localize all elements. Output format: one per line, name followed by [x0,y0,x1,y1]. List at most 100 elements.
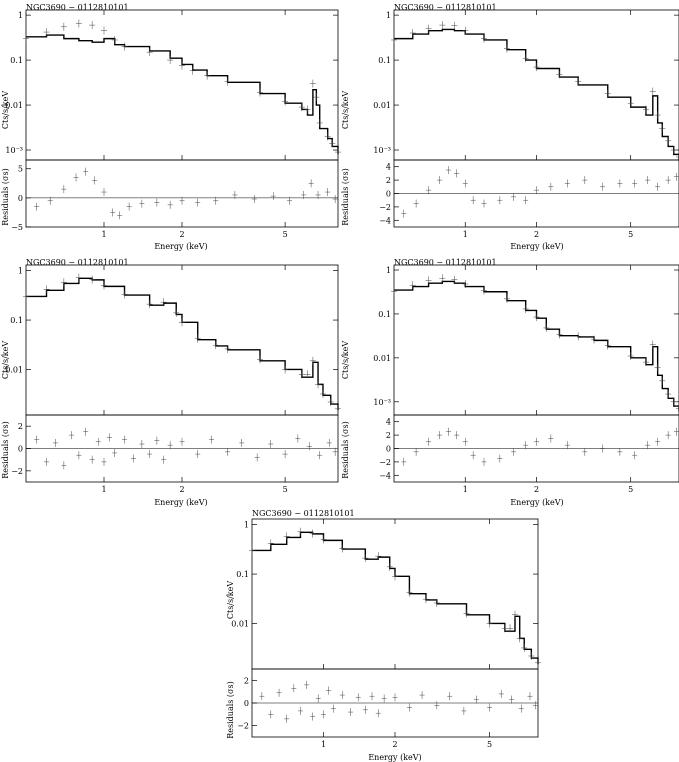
residual-point [523,441,529,450]
data-point [676,152,679,161]
residual-point [326,686,332,695]
panel-4-title: NGC3690 − 0112810101 [394,258,497,267]
residual-point [161,455,167,464]
data-point [324,132,331,141]
panel-1-residual-plot: 1 2 5 −5 0 5 [11,159,339,239]
residual-point [348,708,354,717]
panel-5-residual-plot: 1 2 5 −2 0 2 [237,668,539,749]
data-point [425,24,432,33]
residual-point [437,176,443,185]
data-point [406,588,413,597]
residual-point [673,427,679,436]
data-point [425,276,432,285]
data-point [463,609,470,618]
panel-5-spectrum-plot: 1 0.1 0.01 [231,518,541,670]
residual-point [534,437,539,446]
residual-y-tick-label: 4 [386,418,391,427]
residual-y-tick-label: 0 [386,445,391,454]
residual-point [154,198,160,207]
y-tick-label: 0.1 [236,570,249,579]
data-point [283,532,290,541]
residual-point [532,701,538,710]
residual-y-tick-label: −4 [379,471,391,480]
model-line [252,531,539,665]
data-point [309,356,316,365]
residual-point [447,692,453,701]
y-tick-label: 0.01 [5,365,23,374]
data-point [511,610,518,619]
data-point [375,552,382,561]
residual-point [534,186,539,195]
residual-point [401,209,407,218]
panel-3: NGC3690 − 0112810101 Cts/s/keV Residuals… [1,258,341,507]
residual-point [304,680,310,689]
data-point [43,28,50,37]
panel-2-spectrum-plot: 1 0.1 0.01 10⁻³ [373,9,679,161]
residual-point [498,689,504,698]
residual-point [362,705,368,714]
data-point [670,146,677,155]
x-tick-label: 1 [101,230,106,239]
residual-point [282,450,288,459]
data-point [522,304,529,313]
x-tick-label: 2 [179,230,184,239]
y-tick-label: 0.1 [378,310,391,319]
panel-2: NGC3690 − 0112810101 Cts/s/keV Residuals… [341,3,679,251]
data-point [391,35,397,44]
data-point [670,397,677,406]
residual-point [95,437,101,446]
residual-point [446,166,452,175]
residual-point [232,190,238,199]
panel-5-ylabel-bottom: Residuals (σs) [226,681,235,738]
residual-point [321,710,326,719]
residual-point [195,450,201,459]
residual-point [392,693,398,702]
residual-y-tick-label: 4 [386,163,391,172]
residual-point [34,202,40,211]
panel-4-xlabel: Energy (keV) [510,498,563,507]
residual-point [617,447,623,456]
residual-y-tick-label: −2 [237,722,249,731]
residual-point [582,447,588,456]
data-point [249,546,255,555]
residual-point [47,196,53,205]
data-point [297,527,304,536]
residual-point [73,173,79,182]
data-point [439,21,446,30]
residual-point [254,453,260,462]
data-point [659,124,666,133]
data-point [267,539,274,548]
panel-1-xlabel: Energy (keV) [154,242,207,251]
y-tick-label: 10⁻³ [373,146,391,155]
x-tick-label: 2 [179,485,184,494]
data-point [167,56,174,65]
panel-1-ylabel-bottom: Residuals (σs) [1,168,10,225]
y-tick-label: 1 [18,267,23,276]
residual-point [251,195,257,204]
x-tick-label: 2 [534,230,539,239]
residual-point [83,167,89,176]
y-tick-label: 10⁻³ [5,146,23,155]
residual-point [511,447,517,456]
model-line [26,277,339,411]
panel-5: NGC3690 − 0112810101 Cts/s/keV Residuals… [226,509,541,762]
x-tick-label: 5 [628,485,633,494]
data-point [649,87,656,96]
data-point [282,365,289,374]
panel-1-ylabel-top: Cts/s/keV [1,91,10,130]
data-point [257,88,263,97]
residual-point [225,447,231,456]
model-line [394,28,679,160]
residual-point [426,437,432,446]
data-point [304,370,311,379]
data-point [257,355,263,364]
residual-point [179,196,185,205]
panel-1-spectrum-plot: 1 0.1 0.01 10⁻³ [5,9,341,161]
data-point [676,404,679,413]
data-point [89,275,96,284]
data-point [60,22,67,31]
residual-y-tick-label: −2 [379,203,391,212]
panel-3-spectrum-plot: 1 0.1 0.01 [5,264,341,416]
data-point [501,624,508,633]
data-point [654,363,661,372]
